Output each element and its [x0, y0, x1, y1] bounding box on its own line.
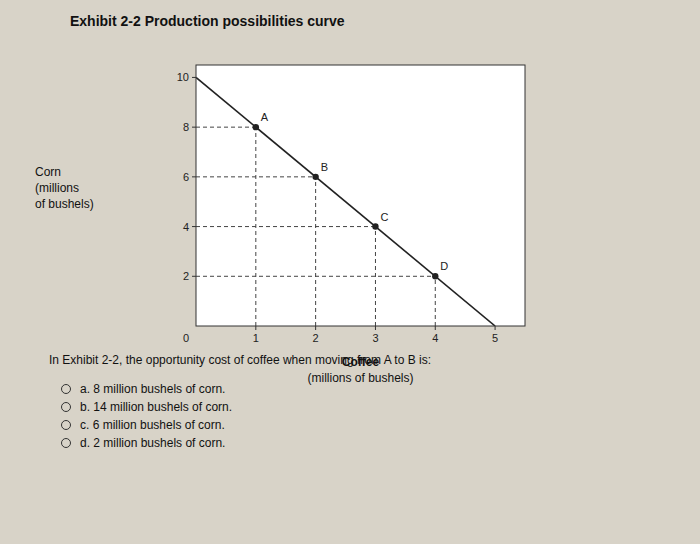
point-label: C — [380, 211, 388, 223]
x-axis-label: (millions of bushels) — [307, 371, 413, 385]
point — [432, 273, 438, 279]
x-tick — [495, 326, 496, 330]
x-tick — [255, 326, 256, 330]
question: In Exhibit 2-2, the opportunity cost of … — [49, 353, 431, 367]
guide-line — [435, 276, 436, 326]
x-tick-label: 4 — [432, 332, 438, 344]
option: c. 6 million bushels of corn. — [80, 418, 225, 432]
origin-label: 0 — [183, 332, 189, 344]
y-axis-label: (millions — [35, 181, 79, 195]
option-bullet — [62, 421, 71, 430]
y-tick — [192, 276, 196, 277]
option-bullet — [62, 439, 71, 448]
point-label: B — [321, 161, 328, 173]
y-tick-label: 6 — [183, 171, 189, 183]
option: d. 2 million bushels of corn. — [80, 436, 225, 450]
point — [312, 174, 318, 180]
y-axis-label: Corn — [35, 165, 61, 179]
option: b. 14 million bushels of corn. — [80, 400, 232, 414]
y-tick — [192, 226, 196, 227]
x-tick-label: 3 — [372, 332, 378, 344]
chart: Exhibit 2-2 Production possibilities cur… — [0, 0, 700, 544]
point-label: A — [261, 111, 269, 123]
ppc-line — [196, 77, 495, 326]
x-tick — [375, 326, 376, 330]
y-tick — [192, 127, 196, 128]
point — [372, 223, 378, 229]
guide-line — [315, 177, 316, 326]
y-tick — [192, 176, 196, 177]
x-tick-label: 1 — [253, 332, 259, 344]
option: a. 8 million bushels of corn. — [80, 382, 225, 396]
y-axis-label: of bushels) — [35, 197, 94, 211]
data-group — [196, 77, 495, 326]
guide-line — [196, 276, 435, 277]
point — [253, 124, 259, 130]
x-tick — [435, 326, 436, 330]
guide-line — [375, 227, 376, 326]
guide-line — [196, 176, 316, 177]
plot-area — [196, 65, 525, 326]
x-tick-label: 2 — [313, 332, 319, 344]
y-tick-label: 4 — [183, 221, 189, 233]
y-tick-label: 10 — [177, 71, 189, 83]
y-tick-label: 8 — [183, 121, 189, 133]
guide-line — [196, 226, 375, 227]
title: Exhibit 2-2 Production possibilities cur… — [70, 13, 345, 29]
x-tick-label: 5 — [492, 332, 498, 344]
option-bullet — [62, 385, 71, 394]
plot-frame — [196, 65, 525, 326]
y-tick — [192, 77, 196, 78]
point-label: D — [440, 260, 448, 272]
x-tick — [315, 326, 316, 330]
option-bullet — [62, 403, 71, 412]
guide-line — [196, 127, 256, 128]
y-tick-label: 2 — [183, 270, 189, 282]
